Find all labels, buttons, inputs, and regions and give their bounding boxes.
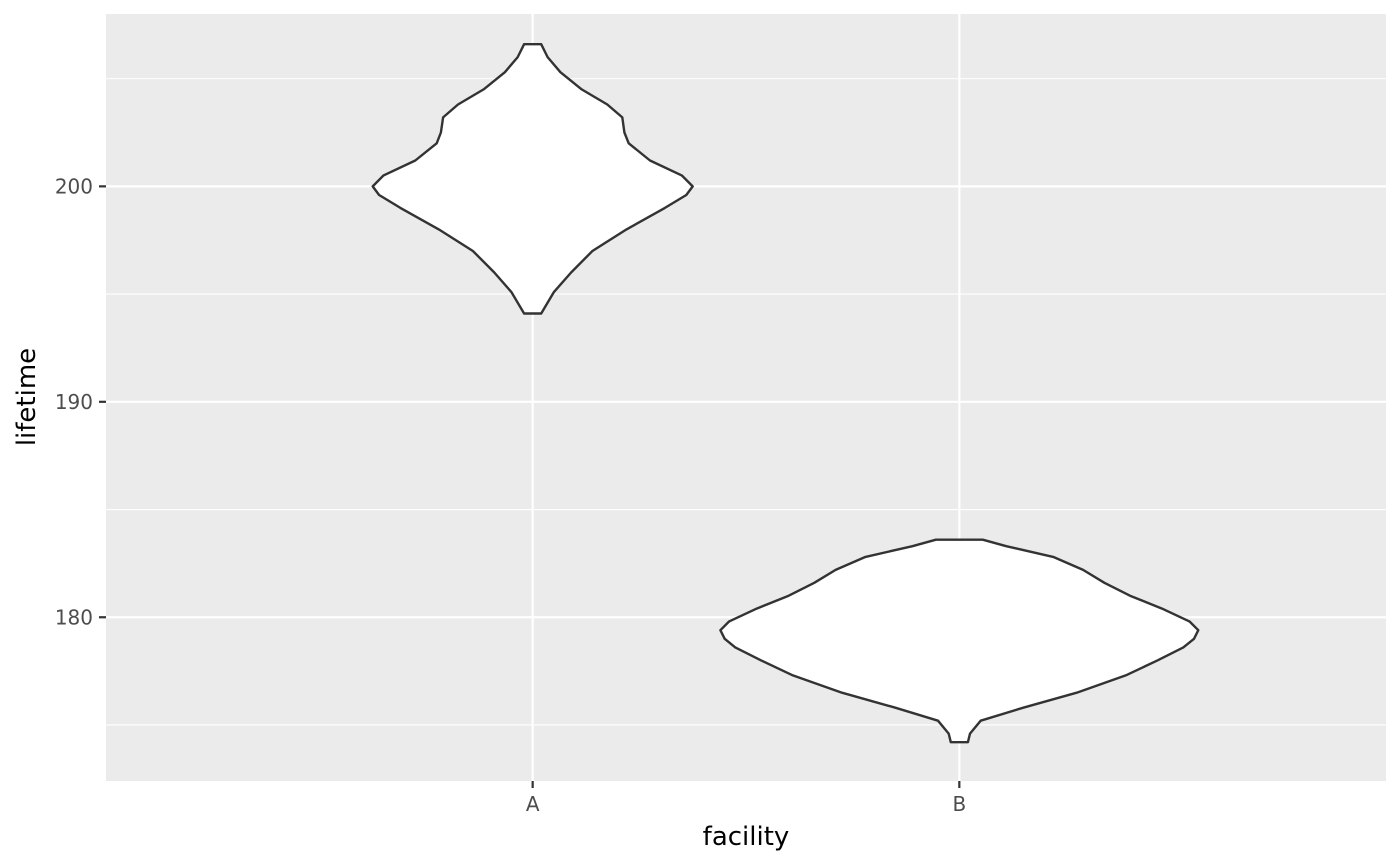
x-tick-label: B <box>952 792 966 816</box>
y-tick-label: 190 <box>55 390 93 414</box>
violin-A <box>371 43 694 315</box>
y-axis: 180 190 200 <box>55 174 106 629</box>
x-axis-title: facility <box>703 822 790 852</box>
plot-panel <box>106 14 1386 781</box>
violins <box>371 43 1200 744</box>
minor-gridlines <box>106 78 1386 726</box>
y-tick-label: 180 <box>55 605 93 629</box>
y-axis-title: lifetime <box>12 348 42 446</box>
violin-B <box>719 538 1200 744</box>
x-tick-label: A <box>526 792 540 816</box>
y-tick-label: 200 <box>55 174 93 198</box>
